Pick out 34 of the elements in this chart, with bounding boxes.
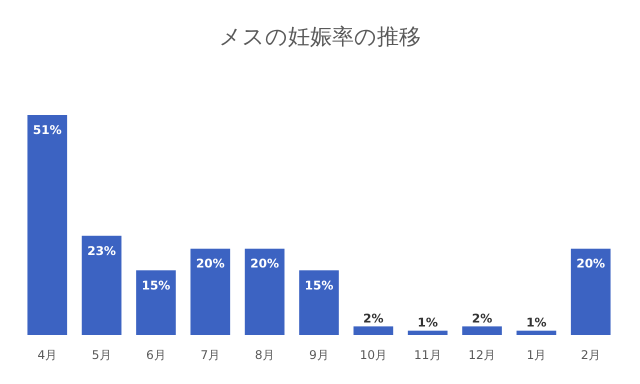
data-label: 2% <box>363 311 384 326</box>
x-tick-label: 6月 <box>146 348 166 362</box>
x-tick-label: 8月 <box>254 348 274 362</box>
x-tick-label: 10月 <box>360 348 387 362</box>
x-tick-label: 4月 <box>37 348 58 362</box>
data-label: 20% <box>196 256 225 271</box>
data-label: 51% <box>32 123 62 137</box>
bar <box>570 248 611 335</box>
x-tick-label: 5月 <box>92 348 112 362</box>
data-label: 1% <box>526 316 547 330</box>
data-label: 15% <box>142 278 170 292</box>
bar <box>190 248 230 335</box>
x-tick-label: 9月 <box>309 348 329 362</box>
bar <box>299 270 339 335</box>
bar <box>27 115 68 335</box>
data-label: 20% <box>576 256 606 271</box>
data-label: 2% <box>472 311 492 326</box>
chart-title: メスの妊娠率の推移 <box>219 25 421 50</box>
bar <box>354 326 394 335</box>
data-label: 15% <box>304 278 334 292</box>
bar <box>462 326 502 335</box>
data-label: 23% <box>87 244 116 258</box>
bar <box>82 236 122 335</box>
x-tick-label: 11月 <box>414 348 442 362</box>
bar <box>408 330 448 335</box>
bar <box>136 270 176 335</box>
x-tick-label: 7月 <box>200 348 220 362</box>
data-label: 1% <box>418 316 438 330</box>
x-tick-label: 1月 <box>526 348 546 362</box>
bar <box>516 330 556 335</box>
x-tick-label: 2月 <box>580 348 601 362</box>
data-label: 20% <box>250 256 280 271</box>
x-tick-label: 12月 <box>468 348 496 362</box>
bar <box>244 248 284 335</box>
